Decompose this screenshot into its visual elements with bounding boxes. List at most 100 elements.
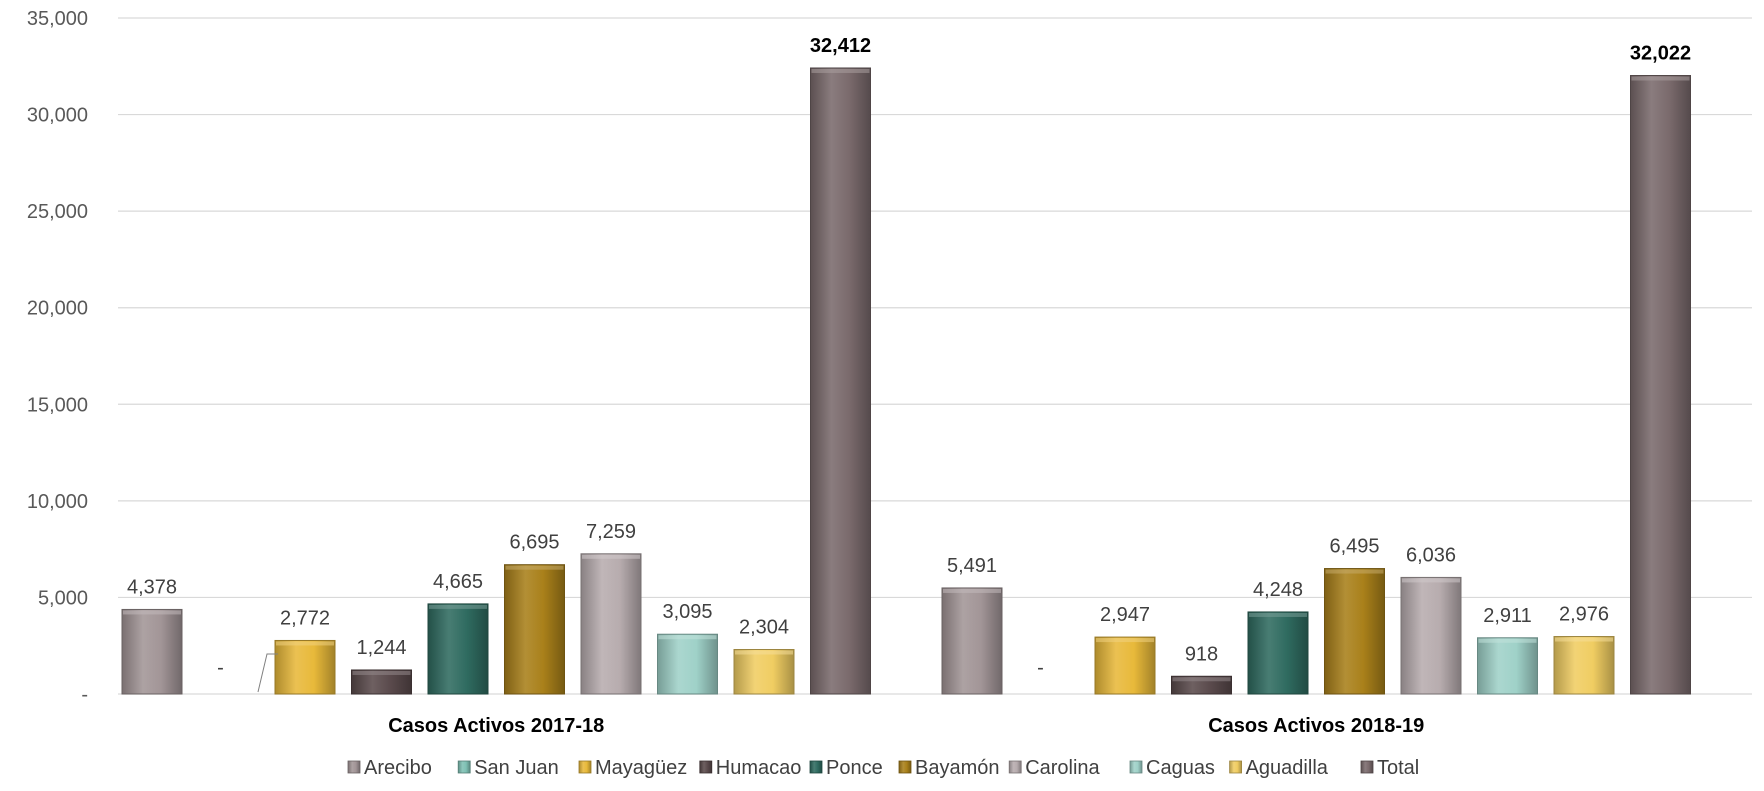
bar-arecibo-1 [122,609,182,694]
bar-carolina-2 [1401,577,1461,694]
legend-swatch [1230,761,1242,773]
bars [122,68,1691,694]
legend-label: Humacao [716,757,802,779]
data-label-total-2: 32,022 [1630,43,1691,65]
y-tick-label: 35,000 [27,8,88,30]
bar-caguas-1-highlight [659,635,717,639]
data-label-san-juan-2: - [1037,657,1044,679]
legend: Arecibo San Juan Mayagüez Humacao Ponce Bayam… [348,757,1419,779]
y-tick-label: 5,000 [38,587,88,609]
y-tick-label: 20,000 [27,298,88,320]
bar-ponce-2 [1248,612,1308,694]
data-label-san-juan-1: - [217,657,224,679]
bar-arecibo-2 [942,588,1002,694]
legend-label: Ponce [826,757,883,779]
legend-label: Bayamón [915,757,1000,779]
data-label-aguadilla-2: 2,976 [1559,604,1609,626]
y-tick-label: 25,000 [27,201,88,223]
bar-total-2-highlight [1632,77,1690,81]
data-label-mayaguez-2: 2,947 [1100,604,1150,626]
legend-swatch [1361,761,1373,773]
data-label-arecibo-2: 5,491 [947,555,997,577]
bar-humacao-1-highlight [353,671,411,675]
legend-swatch [458,761,470,773]
legend-label: Total [1377,757,1419,779]
bar-humacao-2-highlight [1173,677,1231,681]
bar-aguadilla-2-highlight [1555,638,1613,642]
bar-mayaguez-2 [1095,637,1155,694]
legend-item-total[interactable]: Total [1361,757,1419,779]
legend-item-mayaguez[interactable]: Mayagüez [579,757,687,779]
data-label-total-1: 32,412 [810,35,871,57]
bar-ponce-1 [428,604,488,694]
legend-swatch [348,761,360,773]
bar-carolina-1-highlight [582,555,640,559]
y-tick-label: 10,000 [27,491,88,513]
legend-swatch [810,761,822,773]
data-label-humacao-1: 1,244 [356,637,406,659]
legend-label: Aguadilla [1246,757,1329,779]
bar-total-2 [1631,76,1691,694]
legend-item-arecibo[interactable]: Arecibo [348,757,432,779]
legend-item-aguadilla[interactable]: Aguadilla [1230,757,1329,779]
data-label-carolina-1: 7,259 [586,521,636,543]
bar-caguas-2-highlight [1479,639,1537,643]
data-label-caguas-2: 2,911 [1483,605,1532,627]
bar-arecibo-2-highlight [943,589,1001,593]
bar-arecibo-1-highlight [123,610,181,614]
legend-label: Caguas [1146,757,1215,779]
bar-mayaguez-1-highlight [276,641,334,645]
bar-total-1 [811,68,871,694]
legend-item-bayamon[interactable]: Bayamón [899,757,1000,779]
data-label-bayamon-1: 6,695 [509,532,559,554]
data-label-caguas-1: 3,095 [662,601,712,623]
data-label-ponce-2: 4,248 [1253,579,1303,601]
data-label-ponce-1: 4,665 [433,571,483,593]
y-tick-label: 30,000 [27,105,88,127]
legend-item-ponce[interactable]: Ponce [810,757,883,779]
bar-mayaguez-1 [275,640,335,694]
category-label: Casos Activos 2018-19 [1208,715,1424,737]
legend-swatch [700,761,712,773]
gridlines [118,18,1752,694]
bar-caguas-1 [658,634,718,694]
y-axis-tick-labels: - 5,000 10,000 15,000 20,000 25,000 30,000 35,0… [27,8,88,706]
category-labels: Casos Activos 2017-18 Casos Activos 2018-… [388,715,1424,737]
y-tick-label: - [81,684,88,706]
bar-ponce-1-highlight [429,605,487,609]
legend-label: Mayagüez [595,757,687,779]
legend-label: San Juan [474,757,559,779]
bar-bayamon-2 [1325,569,1385,694]
category-label: Casos Activos 2017-18 [388,715,604,737]
legend-swatch [899,761,911,773]
legend-swatch [1009,761,1021,773]
data-label-humacao-2: 918 [1185,643,1218,665]
legend-item-san-juan[interactable]: San Juan [458,757,559,779]
data-label-arecibo-1: 4,378 [127,576,177,598]
legend-item-humacao[interactable]: Humacao [700,757,802,779]
legend-item-caguas[interactable]: Caguas [1130,757,1215,779]
legend-swatch [579,761,591,773]
bar-aguadilla-1 [734,649,794,694]
data-label-carolina-2: 6,036 [1406,544,1456,566]
data-label-bayamon-2: 6,495 [1329,536,1379,558]
bar-bayamon-1 [505,565,565,694]
bar-carolina-1 [581,554,641,694]
bar-bayamon-1-highlight [506,566,564,570]
legend-label: Arecibo [364,757,432,779]
bar-total-1-highlight [812,69,870,73]
y-tick-label: 15,000 [27,394,88,416]
bar-aguadilla-1-highlight [735,650,793,654]
bar-aguadilla-2 [1554,637,1614,694]
legend-item-carolina[interactable]: Carolina [1009,757,1100,779]
bar-bayamon-2-highlight [1326,570,1384,574]
data-label-aguadilla-1: 2,304 [739,616,789,638]
data-label-mayaguez-1: 2,772 [280,607,330,629]
bar-mayaguez-2-highlight [1096,638,1154,642]
bar-caguas-2 [1478,638,1538,694]
legend-label: Carolina [1025,757,1100,779]
bar-carolina-2-highlight [1402,578,1460,582]
bar-ponce-2-highlight [1249,613,1307,617]
